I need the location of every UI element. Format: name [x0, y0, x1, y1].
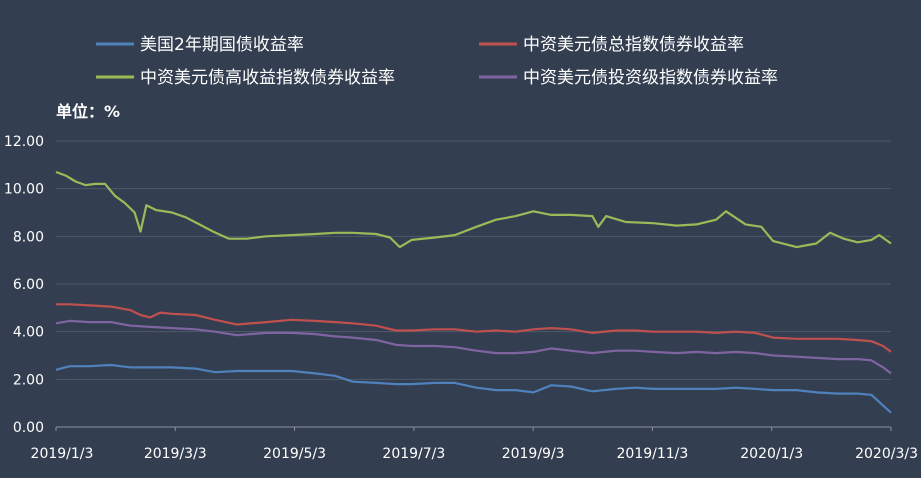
- x-tick-label: 2020/1/3: [740, 446, 803, 462]
- series-line-1: [55, 363, 892, 414]
- series-line-3: [55, 170, 892, 249]
- y-tick-label: 4.00: [13, 325, 44, 341]
- y-tick-label: 2.00: [13, 372, 44, 388]
- x-axis-ticks: 2019/1/3 2019/3/3 2019/5/3 2019/7/3 2019/9/3…: [31, 446, 918, 462]
- x-tick-label: 2019/11/3: [617, 446, 689, 462]
- y-tick-label: 10.00: [4, 182, 44, 198]
- y-tick-label: 12.00: [4, 134, 44, 150]
- series-line-2: [56, 303, 892, 353]
- y-tick-label: 8.00: [13, 229, 44, 245]
- x-tick-label: 2019/7/3: [382, 446, 445, 462]
- x-tick-label: 2019/9/3: [502, 446, 565, 462]
- x-tick-label: 2019/1/3: [31, 446, 94, 462]
- legend-label: 美国2年期国债收益率: [140, 35, 304, 55]
- y-axis-ticks: 0.00 2.00 4.00 6.00 8.00 10.00 12.00: [4, 134, 44, 436]
- legend-label: 中资美元债高收益指数债券收益率: [140, 68, 395, 88]
- unit-label: 单位：%: [56, 102, 120, 121]
- grid-lines: [56, 140, 891, 380]
- series-lines: [55, 170, 892, 414]
- y-tick-label: 0.00: [13, 420, 44, 436]
- series-line-4: [55, 319, 892, 375]
- x-tick-label: 2019/5/3: [263, 446, 326, 462]
- x-tick-label: 2020/3/3: [855, 446, 918, 462]
- x-tick-label: 2019/3/3: [144, 446, 207, 462]
- legend-label: 中资美元债总指数债券收益率: [523, 35, 744, 55]
- legend-label: 中资美元债投资级指数债券收益率: [523, 68, 778, 88]
- x-axis: [55, 426, 892, 431]
- y-tick-label: 6.00: [13, 277, 44, 293]
